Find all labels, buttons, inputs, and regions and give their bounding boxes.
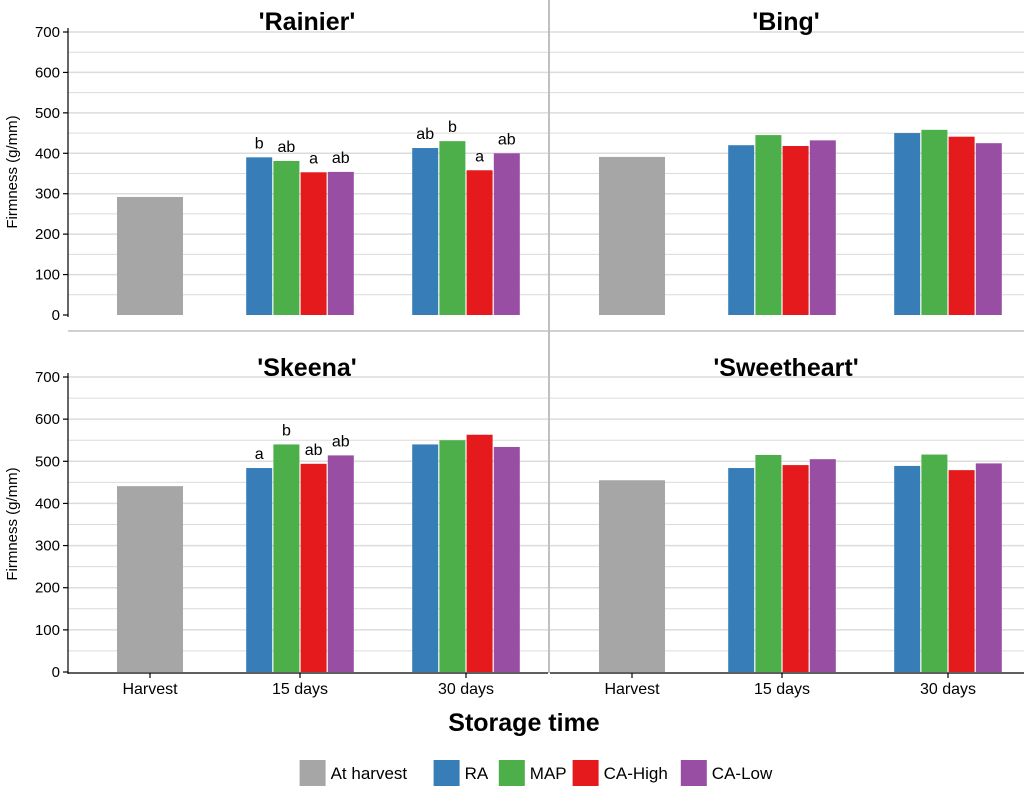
bar-map [273,160,300,315]
bar-ca-low [327,171,354,315]
y-axis-title-bottom: Firmness (g/mm) [4,467,21,580]
significance-letter: ab [278,139,296,156]
y-tick-label: 0 [52,664,60,681]
legend-label: CA-High [604,764,668,783]
bar-ra [246,157,273,315]
bar-harvest [117,196,183,315]
bar-map [273,444,300,672]
x-axis-title: Storage time [448,709,600,737]
bar-ca-low [493,153,520,315]
y-tick-label: 600 [35,411,60,428]
y-tick-label: 200 [35,226,60,243]
legend-swatch [299,760,326,786]
bar-ra [728,145,755,315]
significance-letter: a [255,446,264,463]
bar-ca-low [975,143,1002,315]
bar-ca-high [782,465,809,672]
bar-ca-low [809,140,836,315]
y-tick-label: 700 [35,369,60,386]
legend-label: RA [465,764,489,783]
significance-letter: b [282,422,291,439]
legend-swatch [498,760,525,786]
legend-swatch [433,760,460,786]
significance-letter: ab [332,433,350,450]
bar-ra [894,133,921,315]
bar-map [439,141,466,315]
bar-ca-low [327,455,354,672]
bar-ra [246,468,273,672]
bar-ca-high [782,146,809,315]
y-tick-label: 400 [35,145,60,162]
legend-swatch [680,760,707,786]
legend-label: At harvest [331,764,408,783]
axes-layer [63,28,1024,678]
bar-ca-low [975,463,1002,672]
legend: At harvest RA MAP CA-High CA-Low [299,760,773,786]
bar-map [439,440,466,672]
bar-ra [894,465,921,672]
marks-layer [117,129,1002,672]
bar-ra [412,148,439,315]
significance-letter: ab [416,126,434,143]
significance-letter: b [448,119,457,136]
x-tick-label: 30 days [920,681,976,698]
bar-harvest [599,156,665,315]
panel-dividers [68,0,1024,673]
bar-ca-high [948,136,975,315]
bar-ca-low [493,446,520,672]
bar-ca-high [466,434,493,672]
bar-map [921,454,948,672]
bar-map [921,129,948,315]
y-tick-label: 400 [35,495,60,512]
y-tick-label: 600 [35,64,60,81]
x-tick-label: 30 days [438,681,494,698]
x-tick-label: Harvest [604,681,660,698]
bar-harvest [117,486,183,672]
bar-map [755,454,782,672]
y-tick-label: 700 [35,24,60,41]
y-tick-label: 0 [52,307,60,324]
panel-title: 'Bing' [752,8,819,36]
bar-map [755,135,782,315]
legend-label: CA-Low [712,764,773,783]
x-tick-label: 15 days [754,681,810,698]
significance-letter: ab [305,442,323,459]
bar-ca-low [809,459,836,672]
bar-ra [728,468,755,672]
bar-harvest [599,480,665,672]
bar-ca-high [300,463,327,672]
panel-title: 'Skeena' [257,354,356,382]
significance-letter: ab [332,150,350,167]
bar-ca-high [466,170,493,315]
legend-swatch [572,760,599,786]
y-axis-title-top: Firmness (g/mm) [4,115,21,228]
y-tick-label: 300 [35,538,60,555]
significance-letter: a [475,148,484,165]
panels-layer [68,0,1024,672]
panel-title: 'Sweetheart' [713,354,858,382]
significance-letter: ab [498,131,516,148]
x-tick-label: Harvest [122,681,178,698]
panel-title: 'Rainier' [259,8,356,36]
bar-ca-high [948,470,975,672]
y-tick-label: 500 [35,453,60,470]
significance-letter: a [309,150,318,167]
y-tick-label: 100 [35,267,60,284]
bar-ca-high [300,172,327,315]
x-tick-label: 15 days [272,681,328,698]
y-tick-label: 100 [35,622,60,639]
y-tick-label: 300 [35,186,60,203]
significance-letter: b [255,135,264,152]
y-tick-label: 200 [35,580,60,597]
bar-ra [412,444,439,672]
legend-label: MAP [530,764,567,783]
y-tick-label: 500 [35,105,60,122]
